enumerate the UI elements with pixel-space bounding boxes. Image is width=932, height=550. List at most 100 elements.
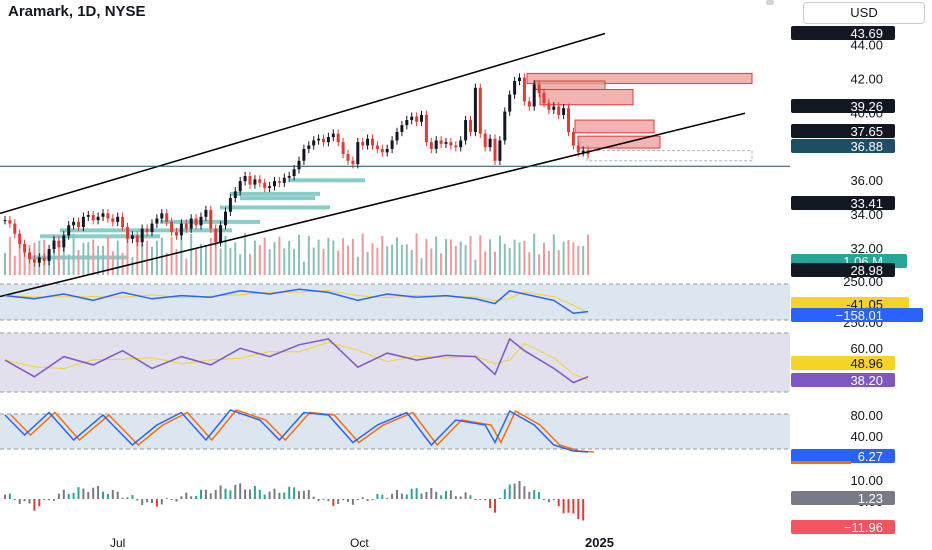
candle-body [13, 223, 17, 234]
stoch-d-badge-edge [791, 461, 851, 464]
macd-histogram-bar [415, 488, 418, 499]
volume-bar [391, 244, 394, 275]
value-badge-label: 36.88 [850, 139, 883, 154]
macd-histogram-bar [479, 499, 482, 500]
macd-histogram-bar [97, 485, 100, 499]
macd-histogram-bar [582, 499, 585, 521]
volume-bar [337, 250, 340, 275]
value-badge [791, 124, 895, 138]
volume-bar [523, 240, 526, 275]
candle-body [483, 133, 487, 148]
macd-histogram-bar [239, 483, 242, 499]
x-axis-tick: Jul [110, 536, 125, 550]
volume-bar [420, 258, 423, 275]
macd-histogram-bar [337, 499, 340, 504]
value-badge-label: 33.41 [850, 196, 883, 211]
volume-bar [469, 236, 472, 275]
candle-body [424, 114, 428, 143]
macd-histogram-bar [141, 499, 144, 506]
candle-body [527, 101, 531, 107]
value-badge-label: 39.26 [850, 99, 883, 114]
candle-body [111, 218, 115, 222]
macd-histogram-bar [72, 492, 75, 499]
candle-body [537, 84, 541, 93]
scroll-handle[interactable] [766, 0, 774, 5]
macd-histogram-bar [209, 493, 212, 499]
candle-body [302, 148, 306, 161]
value-badge-label: −158.01 [836, 308, 883, 323]
volume-bar [435, 236, 438, 275]
volume-bar [543, 242, 545, 275]
macd-histogram-bar [386, 497, 389, 499]
candle-body [429, 142, 433, 149]
candle-body [165, 213, 169, 222]
supply-zone [539, 89, 634, 106]
candle-body [8, 220, 12, 224]
candle-body [498, 140, 502, 161]
macd-histogram-bar [214, 489, 217, 499]
macd-histogram-bar [547, 499, 550, 503]
value-badge [791, 449, 895, 463]
candle-body [581, 150, 585, 153]
candle-body [469, 120, 472, 132]
candle-body [130, 235, 134, 239]
candle-body [493, 138, 497, 161]
volume-bar [459, 241, 462, 275]
volume-bar [298, 234, 300, 275]
macd-histogram-bar [577, 499, 580, 520]
macd-histogram-bar [293, 487, 296, 499]
macd-histogram-bar [146, 499, 149, 503]
volume-bar [209, 237, 212, 275]
volume-bar [97, 245, 100, 275]
stoch-axis-tick: 40.00 [850, 429, 883, 444]
macd-histogram-bar [567, 499, 570, 513]
candle-body [145, 228, 149, 233]
value-badge [791, 26, 895, 40]
volume-bar [204, 244, 207, 275]
candle-body [121, 216, 125, 227]
macd-histogram-bar [57, 493, 60, 499]
macd-histogram-bar [67, 493, 70, 499]
candle-body [557, 106, 561, 115]
candle-body [179, 223, 183, 236]
candle-body [37, 257, 41, 263]
macd-histogram-bar [48, 499, 51, 501]
candle-body [77, 221, 80, 227]
macd-histogram-bar [13, 499, 16, 501]
macd-histogram-bar [136, 499, 139, 501]
currency-selector[interactable]: USD [803, 2, 925, 24]
symbol-title[interactable]: Aramark, 1D, NYSE [8, 3, 146, 20]
candle-body [297, 160, 301, 170]
candle-body [209, 209, 213, 229]
volume-profile-bar [290, 178, 365, 183]
volume-bar [396, 237, 398, 275]
volume-bar [170, 237, 173, 275]
macd-histogram-bar [371, 499, 374, 501]
stoch-axis-tick: 80.00 [850, 408, 883, 423]
volume-bar [430, 248, 433, 275]
value-badge-label: 28.98 [850, 263, 883, 278]
volume-bar [67, 254, 70, 275]
candle-body [175, 232, 178, 236]
macd-histogram-bar [92, 487, 95, 499]
macd-histogram-bar [121, 497, 124, 499]
volume-bar [278, 236, 281, 275]
macd-histogram-bar [249, 489, 251, 499]
candle-body [3, 220, 7, 222]
macd-histogram-bar [258, 489, 261, 499]
candle-body [518, 77, 521, 82]
candle-body [268, 186, 272, 188]
value-badge [791, 99, 895, 113]
macd-histogram-bar [155, 499, 158, 507]
stoch-k-line [4, 409, 589, 453]
candle-body [547, 103, 551, 110]
volume-bar [449, 239, 452, 275]
volume-bar [268, 249, 271, 275]
candle-body [18, 233, 22, 244]
candle-body [106, 213, 110, 219]
macd-histogram-bar [400, 493, 403, 499]
macd-histogram-bar [244, 489, 247, 499]
value-badge [791, 373, 895, 387]
volume-bar [440, 253, 443, 275]
